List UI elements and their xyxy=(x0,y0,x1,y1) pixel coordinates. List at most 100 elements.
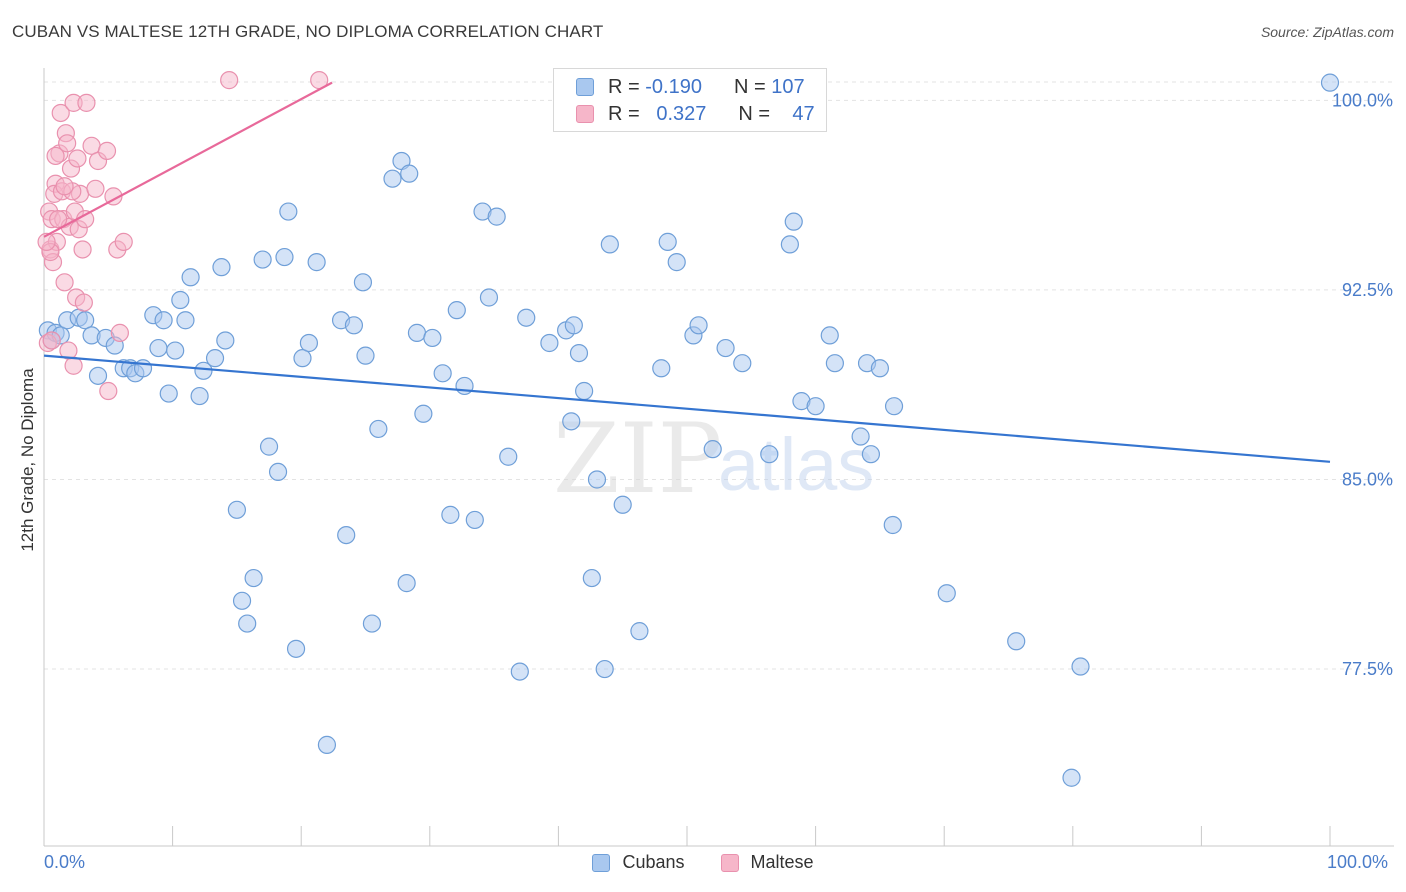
cubans-point xyxy=(820,326,839,345)
maltese-trend-line xyxy=(43,81,333,238)
cubans-point xyxy=(279,202,298,221)
cubans-point xyxy=(293,349,312,368)
legend-item-maltese[interactable]: Maltese xyxy=(720,852,814,873)
maltese-swatch xyxy=(576,105,594,123)
series-legend: Cubans Maltese xyxy=(0,852,1406,873)
cubans-point xyxy=(689,316,708,335)
maltese-point xyxy=(220,71,239,90)
source-label: Source: ZipAtlas.com xyxy=(1260,24,1394,40)
cubans-point xyxy=(861,445,880,464)
maltese-point xyxy=(42,331,61,350)
axes xyxy=(43,68,1394,847)
cubans-point xyxy=(253,250,272,269)
maltese-point xyxy=(55,273,74,292)
cubans-point xyxy=(407,323,427,342)
correlation-legend: R = -0.190 N = 107 R = 0.327 N = 47 xyxy=(553,68,827,132)
legend-row-maltese: R = 0.327 N = 47 xyxy=(576,102,815,126)
cubans-point xyxy=(1071,657,1090,676)
cubans-point xyxy=(275,247,294,267)
cubans-point xyxy=(441,505,460,524)
cubans-point xyxy=(299,333,319,353)
legend-row-cubans: R = -0.190 N = 107 xyxy=(576,75,805,99)
cubans-point xyxy=(582,568,601,588)
cubans-point xyxy=(510,662,529,681)
cubans-point xyxy=(166,341,185,360)
cubans-point xyxy=(517,308,536,327)
x-tick-label-min: 0.0% xyxy=(44,852,86,872)
maltese-legend-swatch xyxy=(720,853,739,872)
legend-r-value: -0.190 xyxy=(645,75,702,98)
cubans-point xyxy=(88,366,108,385)
maltese-point xyxy=(99,381,118,401)
cubans-point xyxy=(259,437,279,456)
cubans-point xyxy=(479,288,499,307)
cubans-point xyxy=(447,301,466,320)
y-tick-label: 92.5% xyxy=(1342,280,1393,300)
maltese-point xyxy=(110,323,129,342)
cubans-point xyxy=(667,253,686,272)
maltese-point xyxy=(74,293,93,312)
cubans-point xyxy=(176,311,195,330)
cubans-point xyxy=(190,386,209,406)
cubans-legend-swatch xyxy=(592,853,611,872)
maltese-point xyxy=(104,187,123,206)
maltese-point xyxy=(73,240,92,259)
cubans-point xyxy=(1062,768,1081,787)
maltese-point xyxy=(97,141,117,160)
maltese-point xyxy=(51,103,70,123)
cubans-point xyxy=(238,614,257,633)
chart-title: CUBAN VS MALTESE 12TH GRADE, NO DIPLOMA … xyxy=(12,22,604,41)
y-tick-label: 100.0% xyxy=(1332,90,1393,110)
cubans-point xyxy=(232,591,252,610)
cubans-point xyxy=(587,470,607,489)
cubans-point xyxy=(362,614,382,633)
cubans-point xyxy=(569,344,589,363)
maltese-points xyxy=(37,71,329,401)
cubans-point xyxy=(630,622,649,641)
watermark-zip: ZIP xyxy=(553,403,722,515)
cubans-point xyxy=(658,232,677,251)
cubans-point xyxy=(540,333,559,353)
cubans-point xyxy=(356,346,375,365)
cubans-point xyxy=(383,169,402,188)
cubans-point xyxy=(397,574,416,593)
cubans-point xyxy=(575,381,594,401)
cubans-point xyxy=(465,510,484,530)
cubans-point xyxy=(268,462,288,482)
cubans-point xyxy=(600,235,619,254)
cubans-point xyxy=(937,584,956,603)
cubans-point xyxy=(194,361,213,380)
cubans-point xyxy=(703,440,722,459)
cubans-point xyxy=(337,525,356,545)
cubans-point xyxy=(154,311,173,330)
cubans-point xyxy=(564,316,583,335)
cubans-point xyxy=(149,338,168,358)
watermark-atlas: atlas xyxy=(718,423,874,506)
maltese-legend-label: Maltese xyxy=(750,852,814,872)
cubans-point xyxy=(171,290,190,310)
cubans-point xyxy=(851,427,870,446)
cubans-point xyxy=(244,568,263,588)
cubans-point xyxy=(205,349,225,368)
cubans-point xyxy=(400,164,419,183)
cubans-legend-label: Cubans xyxy=(622,852,685,872)
cubans-point xyxy=(780,235,799,254)
cubans-point xyxy=(883,515,902,535)
cubans-point xyxy=(733,354,752,373)
cubans-points xyxy=(38,73,1340,787)
y-tick-labels: 100.0% 92.5% 85.0% 77.5% xyxy=(1332,90,1393,679)
cubans-point xyxy=(716,338,735,358)
cubans-point xyxy=(414,404,433,423)
maltese-point xyxy=(55,177,74,196)
cubans-point xyxy=(487,207,506,226)
cubans-point xyxy=(227,500,246,519)
legend-item-cubans[interactable]: Cubans xyxy=(592,852,685,873)
cubans-point xyxy=(1007,632,1026,651)
maltese-point xyxy=(114,232,133,251)
legend-n-label: N = xyxy=(733,75,766,98)
cubans-point xyxy=(884,397,904,416)
legend-r-label: R = xyxy=(608,102,640,125)
cubans-point xyxy=(286,639,306,658)
cubans-point xyxy=(369,419,388,439)
